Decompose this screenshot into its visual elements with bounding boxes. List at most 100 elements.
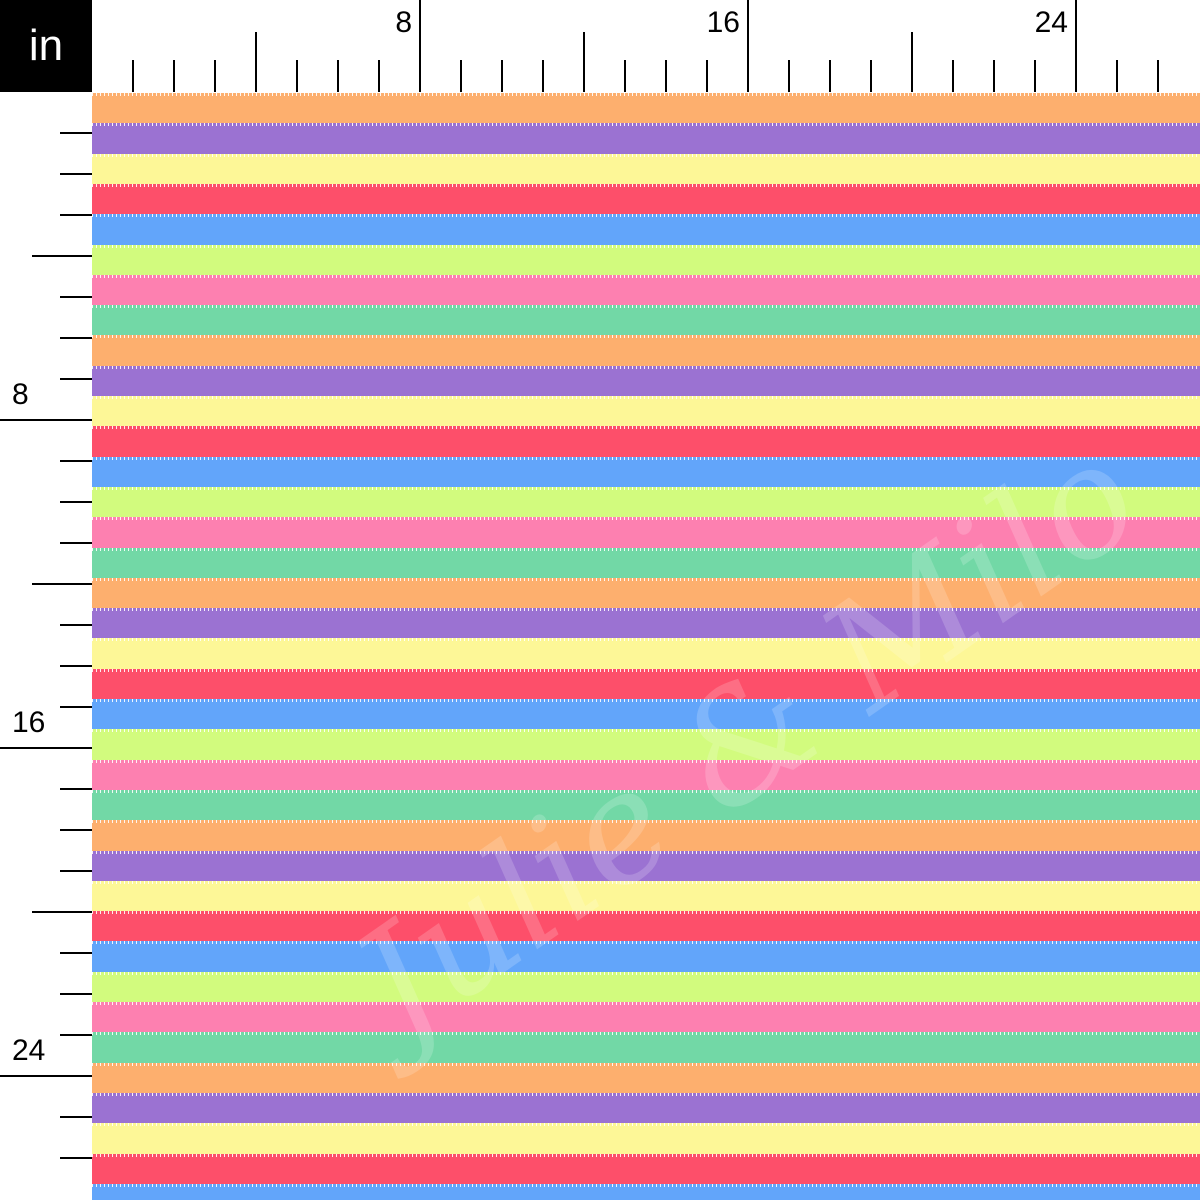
ruler-tick bbox=[214, 60, 216, 92]
stripe bbox=[92, 426, 1200, 458]
ruler-tick bbox=[60, 296, 92, 298]
stripe bbox=[92, 305, 1200, 336]
ruler-tick bbox=[60, 706, 92, 708]
stitch-edge bbox=[92, 820, 1200, 824]
stitch-edge bbox=[92, 456, 1200, 460]
stitch-edge bbox=[92, 1092, 1200, 1096]
stripe bbox=[92, 456, 1200, 488]
stitch-edge bbox=[92, 911, 1200, 915]
ruler-tick bbox=[665, 60, 667, 92]
stripe bbox=[92, 789, 1200, 821]
ruler-label: 16 bbox=[706, 6, 740, 39]
stripe bbox=[92, 1183, 1200, 1200]
stripe bbox=[92, 850, 1200, 882]
ruler-tick bbox=[60, 952, 92, 954]
stripe bbox=[92, 638, 1200, 670]
stitch-edge bbox=[92, 1062, 1200, 1066]
ruler-tick bbox=[60, 665, 92, 667]
stitch-edge bbox=[92, 789, 1200, 793]
ruler-tick bbox=[60, 993, 92, 995]
ruler-label: 16 bbox=[12, 706, 46, 739]
stitch-edge bbox=[92, 365, 1200, 369]
ruler-tick bbox=[501, 60, 503, 92]
ruler-tick bbox=[60, 214, 92, 216]
ruler-tick bbox=[911, 32, 913, 92]
stitch-edge bbox=[92, 577, 1200, 581]
stitch-edge bbox=[92, 699, 1200, 702]
ruler-tick bbox=[870, 60, 872, 92]
stripe bbox=[92, 941, 1200, 973]
ruler-tick bbox=[1075, 0, 1077, 92]
stripe bbox=[92, 1062, 1200, 1094]
ruler-tick bbox=[60, 829, 92, 831]
ruler-tick bbox=[0, 1075, 92, 1077]
ruler-tick bbox=[60, 132, 92, 134]
ruler-tick bbox=[255, 32, 257, 92]
stitch-edge bbox=[92, 305, 1200, 309]
fabric-swatch: Julie & Milo bbox=[92, 93, 1200, 1200]
stripe bbox=[92, 153, 1200, 185]
ruler-tick bbox=[60, 173, 92, 175]
ruler-tick bbox=[60, 624, 92, 626]
ruler-tick bbox=[624, 60, 626, 92]
ruler-tick bbox=[583, 32, 585, 92]
ruler-tick bbox=[60, 542, 92, 544]
ruler-tick bbox=[32, 583, 92, 585]
stripe bbox=[92, 396, 1200, 427]
stitch-edge bbox=[92, 1183, 1200, 1187]
stitch-edge bbox=[92, 1123, 1200, 1127]
stitch-edge bbox=[92, 426, 1200, 430]
ruler-tick bbox=[60, 460, 92, 462]
ruler-tick bbox=[0, 419, 92, 421]
ruler-tick bbox=[32, 255, 92, 257]
stripe bbox=[92, 1123, 1200, 1154]
stripe bbox=[92, 93, 1200, 124]
ruler-tick bbox=[60, 378, 92, 380]
ruler-tick bbox=[60, 501, 92, 503]
ruler-tick bbox=[542, 60, 544, 92]
stitch-edge bbox=[92, 486, 1200, 490]
ruler-tick bbox=[1116, 60, 1118, 92]
stripe bbox=[92, 729, 1200, 761]
ruler-label: 8 bbox=[395, 6, 412, 39]
stitch-edge bbox=[92, 335, 1200, 339]
top-ruler: 8 16 24 bbox=[92, 0, 1200, 92]
stripe bbox=[92, 214, 1200, 245]
stitch-edge bbox=[92, 638, 1200, 642]
stripe bbox=[92, 820, 1200, 851]
stripe bbox=[92, 517, 1200, 548]
ruler-tick bbox=[0, 747, 92, 749]
stitch-edge bbox=[92, 93, 1200, 96]
stitch-edge bbox=[92, 850, 1200, 854]
stripe bbox=[92, 971, 1200, 1003]
stitch-edge bbox=[92, 153, 1200, 157]
ruler-tick bbox=[60, 788, 92, 790]
ruler-tick bbox=[460, 60, 462, 92]
stripe bbox=[92, 577, 1200, 609]
stripe bbox=[92, 486, 1200, 518]
ruler-tick bbox=[173, 60, 175, 92]
ruler-label: 24 bbox=[1034, 6, 1068, 39]
ruler-label: 24 bbox=[12, 1034, 46, 1067]
stitch-edge bbox=[92, 1002, 1200, 1005]
stripe bbox=[92, 183, 1200, 215]
unit-label: in bbox=[0, 0, 92, 92]
stripe bbox=[92, 1002, 1200, 1033]
stitch-edge bbox=[92, 214, 1200, 218]
stitch-edge bbox=[92, 608, 1200, 612]
stitch-edge bbox=[92, 123, 1200, 127]
stripe bbox=[92, 1092, 1200, 1124]
stripe bbox=[92, 365, 1200, 397]
stripe bbox=[92, 123, 1200, 155]
stripe bbox=[92, 1153, 1200, 1185]
ruler-tick bbox=[706, 60, 708, 92]
stitch-edge bbox=[92, 183, 1200, 187]
ruler-tick bbox=[60, 1116, 92, 1118]
ruler-tick bbox=[60, 337, 92, 339]
stitch-edge bbox=[92, 759, 1200, 763]
ruler-tick bbox=[378, 60, 380, 92]
ruler-tick bbox=[60, 870, 92, 872]
ruler-tick bbox=[60, 1034, 92, 1036]
stitch-edge bbox=[92, 668, 1200, 672]
stripe bbox=[92, 335, 1200, 367]
